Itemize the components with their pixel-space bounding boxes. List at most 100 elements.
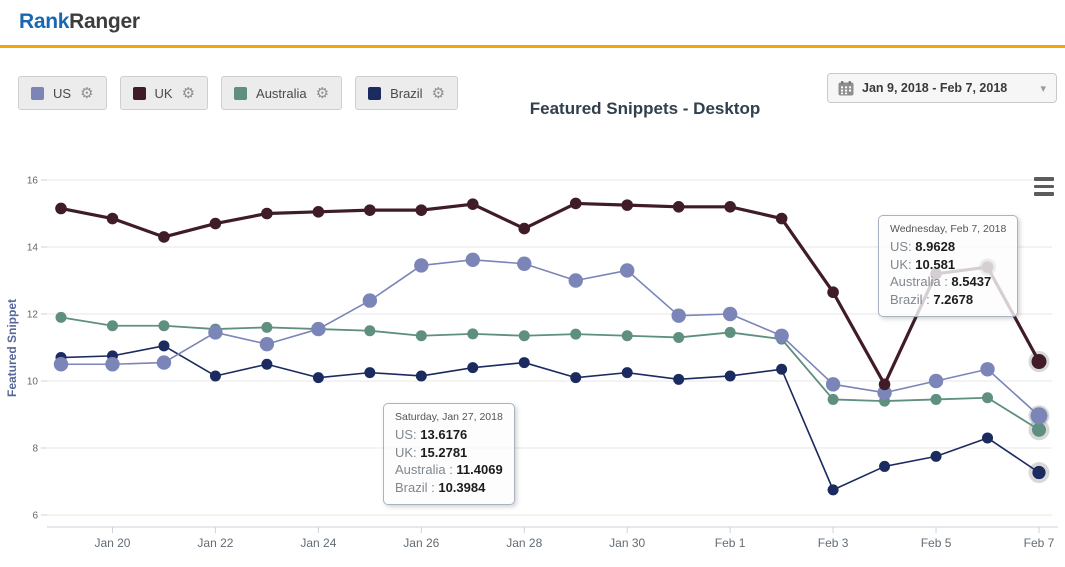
- uk-color-swatch: [132, 86, 146, 100]
- data-point-brazil[interactable]: [364, 367, 376, 379]
- data-point-us[interactable]: [671, 308, 686, 323]
- x-tick-label: Jan 30: [609, 536, 645, 550]
- data-point-us[interactable]: [620, 263, 635, 278]
- gear-icon[interactable]: ⚙: [80, 84, 94, 102]
- data-point-uk[interactable]: [158, 231, 170, 243]
- data-point-brazil[interactable]: [570, 372, 582, 384]
- data-point-uk[interactable]: [724, 201, 736, 213]
- data-point-australia[interactable]: [106, 320, 118, 332]
- data-point-us[interactable]: [414, 258, 429, 273]
- data-point-uk[interactable]: [466, 198, 479, 210]
- date-range-label: Jan 9, 2018 - Feb 7, 2018: [862, 81, 1008, 95]
- data-point-australia[interactable]: [518, 330, 530, 342]
- series-line-australia: [60, 316, 1040, 431]
- data-point-brazil[interactable]: [879, 460, 891, 472]
- data-point-brazil[interactable]: [776, 363, 788, 375]
- data-point-brazil[interactable]: [827, 484, 839, 496]
- data-point-australia[interactable]: [621, 330, 633, 342]
- x-tick-label: Jan 28: [506, 536, 542, 550]
- data-point-us[interactable]: [774, 328, 789, 343]
- data-point-australia[interactable]: [1031, 422, 1046, 437]
- data-point-brazil[interactable]: [518, 357, 530, 369]
- data-point-us[interactable]: [208, 325, 223, 340]
- data-point-australia[interactable]: [415, 330, 427, 342]
- legend-button-brazil[interactable]: Brazil ⚙: [355, 76, 459, 110]
- legend-button-us[interactable]: US ⚙: [18, 76, 107, 110]
- series-line-uk: [60, 201, 1041, 386]
- data-point-uk[interactable]: [106, 212, 119, 225]
- brazil-color-swatch: [368, 86, 382, 100]
- data-point-brazil[interactable]: [312, 372, 324, 384]
- gear-icon[interactable]: ⚙: [315, 84, 330, 102]
- data-point-brazil[interactable]: [724, 370, 736, 382]
- data-point-us[interactable]: [105, 357, 120, 372]
- legend-button-australia[interactable]: Australia ⚙: [221, 76, 343, 110]
- data-point-uk[interactable]: [209, 217, 222, 230]
- menu-bar: [1034, 177, 1054, 181]
- chart-export-menu-button[interactable]: [1034, 177, 1054, 196]
- data-point-australia[interactable]: [364, 325, 376, 337]
- chevron-down-icon: ▾: [1040, 82, 1046, 95]
- data-point-uk[interactable]: [261, 207, 273, 220]
- data-point-brazil[interactable]: [1032, 465, 1046, 480]
- data-point-brazil[interactable]: [982, 432, 994, 444]
- data-point-uk[interactable]: [621, 199, 634, 211]
- data-point-australia[interactable]: [724, 326, 736, 338]
- data-point-us[interactable]: [465, 252, 480, 268]
- data-point-us[interactable]: [53, 357, 69, 372]
- legend-label-australia: Australia: [256, 85, 307, 101]
- data-point-brazil[interactable]: [930, 450, 942, 462]
- data-point-uk[interactable]: [55, 202, 67, 215]
- y-axis-title: Featured Snippet: [5, 299, 19, 398]
- data-point-us[interactable]: [980, 362, 995, 377]
- data-point-us[interactable]: [568, 273, 583, 288]
- data-point-us[interactable]: [825, 377, 841, 392]
- data-point-us[interactable]: [1030, 407, 1048, 425]
- data-point-brazil[interactable]: [467, 362, 479, 374]
- data-point-uk[interactable]: [518, 222, 531, 235]
- data-point-brazil[interactable]: [415, 370, 427, 382]
- x-tick-label: Jan 26: [403, 536, 439, 550]
- data-point-brazil[interactable]: [209, 370, 221, 382]
- data-point-us[interactable]: [311, 321, 326, 337]
- data-point-uk[interactable]: [827, 286, 839, 299]
- data-point-uk[interactable]: [569, 197, 582, 210]
- data-point-uk[interactable]: [878, 378, 891, 391]
- data-point-us[interactable]: [928, 373, 944, 389]
- gear-icon[interactable]: ⚙: [181, 84, 196, 102]
- data-point-uk[interactable]: [364, 204, 376, 216]
- data-point-uk[interactable]: [415, 204, 428, 216]
- data-point-australia[interactable]: [467, 328, 479, 340]
- data-point-us[interactable]: [722, 306, 738, 322]
- data-point-australia[interactable]: [930, 393, 942, 405]
- gear-icon[interactable]: ⚙: [431, 84, 446, 102]
- data-point-uk[interactable]: [775, 212, 788, 225]
- tooltip-row-australia: Australia : 11.4069: [395, 462, 503, 477]
- data-point-australia[interactable]: [673, 331, 685, 343]
- date-range-picker[interactable]: Jan 9, 2018 - Feb 7, 2018 ▾: [827, 73, 1057, 103]
- tooltip-row-australia: Australia : 8.5437: [890, 274, 992, 289]
- data-point-brazil[interactable]: [673, 373, 685, 385]
- data-point-brazil[interactable]: [261, 358, 273, 370]
- data-point-uk[interactable]: [1031, 354, 1047, 370]
- data-point-brazil[interactable]: [621, 367, 633, 379]
- data-point-us[interactable]: [362, 293, 378, 308]
- data-point-us[interactable]: [877, 385, 892, 400]
- legend-button-uk[interactable]: UK ⚙: [119, 76, 209, 110]
- data-point-australia[interactable]: [827, 393, 839, 405]
- legend-label-us: US: [53, 85, 72, 101]
- rankranger-logo[interactable]: RankRanger: [19, 10, 140, 34]
- data-point-us[interactable]: [156, 355, 172, 370]
- data-point-australia[interactable]: [261, 321, 273, 333]
- data-point-us[interactable]: [259, 336, 275, 352]
- data-point-uk[interactable]: [672, 201, 685, 213]
- data-point-australia[interactable]: [55, 311, 67, 323]
- data-point-australia[interactable]: [982, 392, 994, 404]
- data-point-brazil[interactable]: [158, 340, 170, 352]
- data-point-australia[interactable]: [158, 320, 170, 332]
- data-point-australia[interactable]: [570, 328, 582, 340]
- data-point-us[interactable]: [517, 256, 532, 271]
- menu-bar: [1034, 192, 1054, 196]
- data-point-uk[interactable]: [312, 206, 325, 218]
